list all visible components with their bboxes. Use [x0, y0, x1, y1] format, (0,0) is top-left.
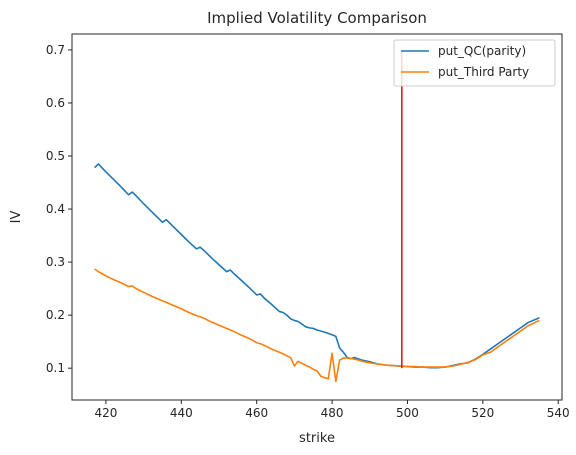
y-tick-label: 0.7 — [46, 43, 65, 57]
chart-title: Implied Volatility Comparison — [207, 9, 427, 27]
x-tick-label: 480 — [321, 406, 344, 420]
x-tick-label: 440 — [170, 406, 193, 420]
x-tick-label: 460 — [245, 406, 268, 420]
x-tick-label: 420 — [94, 406, 117, 420]
y-tick-label: 0.4 — [46, 202, 65, 216]
x-axis: 420 440 460 480 500 520 540 — [94, 400, 570, 420]
series-line-1 — [94, 268, 540, 383]
plot-frame — [71, 33, 563, 401]
legend-box — [393, 39, 556, 87]
legend: put_QC(parity) put_Third Party — [393, 39, 556, 87]
y-tick-label: 0.5 — [46, 149, 65, 163]
x-tick-label: 500 — [396, 406, 419, 420]
x-tick-label: 520 — [471, 406, 494, 420]
y-tick-label: 0.3 — [46, 255, 65, 269]
legend-label-put-qc: put_QC(parity) — [438, 44, 526, 58]
y-tick-label: 0.1 — [46, 361, 65, 375]
y-axis-label: IV — [9, 211, 24, 224]
x-axis-label: strike — [299, 431, 335, 446]
x-tick-label: 540 — [547, 406, 570, 420]
legend-label-put-third-party: put_Third Party — [438, 65, 529, 79]
plot-area — [71, 33, 563, 401]
y-tick-label: 0.6 — [46, 96, 65, 110]
series-layer — [94, 163, 540, 383]
y-axis: 0.1 0.2 0.3 0.4 0.5 0.6 0.7 — [46, 43, 72, 375]
y-tick-label: 0.2 — [46, 308, 65, 322]
